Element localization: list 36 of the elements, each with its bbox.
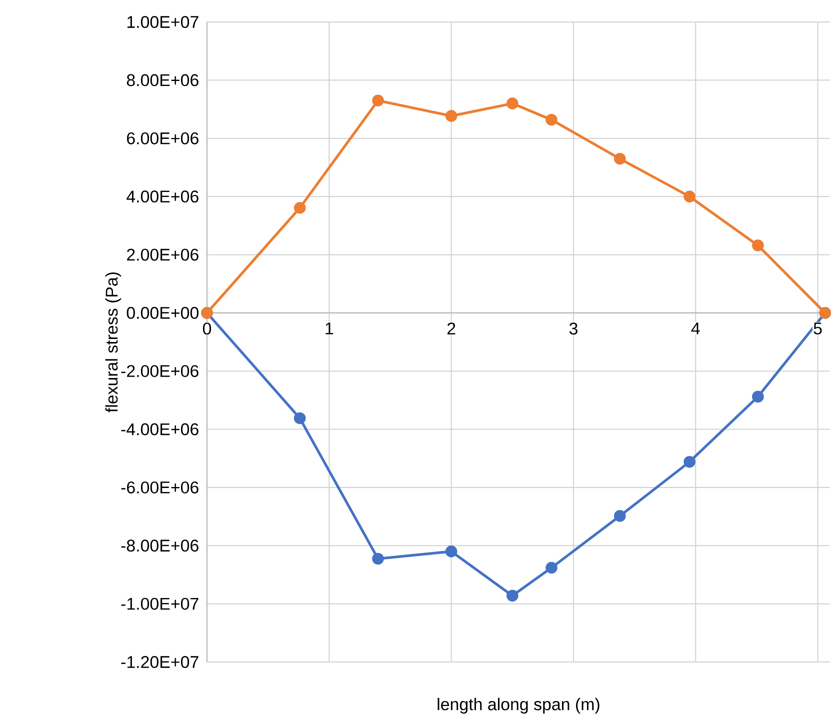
y-tick-label: -6.00E+06 [121, 481, 198, 494]
point [684, 456, 696, 468]
y-tick-label: -1.00E+07 [121, 598, 198, 610]
point [614, 510, 626, 522]
x-tick-label: 4 [691, 322, 700, 334]
point [506, 98, 518, 110]
y-tick-label: 8.00E+06 [126, 74, 198, 86]
x-tick-label: 1 [326, 322, 334, 334]
point [752, 390, 764, 403]
point [294, 412, 306, 424]
point [684, 190, 696, 202]
point [294, 202, 306, 214]
x-tick-label: 2 [447, 322, 456, 334]
y-tick-label: 2.00E+06 [127, 248, 198, 261]
point [372, 552, 384, 565]
point [372, 94, 384, 106]
point [546, 114, 558, 126]
point [445, 110, 458, 122]
y-tick-label: -4.00E+06 [121, 423, 198, 436]
y-tick-label: 6.00E+06 [127, 132, 198, 144]
point [506, 590, 518, 602]
y-tick-label: 0.00E+00 [126, 306, 198, 319]
x-axis-title: length along span (m) [438, 698, 600, 714]
x-tick-label: 5 [814, 322, 822, 334]
y-tick-label: -8.00E+06 [121, 540, 198, 552]
y-tick-label: 4.00E+06 [126, 190, 198, 203]
y-tick-label: -2.00E+06 [121, 365, 198, 378]
y-axis-title: flexural stress (Pa) [105, 272, 122, 412]
y-tick-label: -1.20E+07 [121, 656, 198, 668]
y-tick-label: 1.00E+07 [127, 16, 198, 28]
point [546, 562, 558, 574]
point [752, 240, 764, 252]
point [614, 152, 626, 165]
x-tick-label: 0 [202, 322, 212, 335]
x-tick-label: 3 [569, 322, 578, 335]
point [445, 546, 458, 558]
